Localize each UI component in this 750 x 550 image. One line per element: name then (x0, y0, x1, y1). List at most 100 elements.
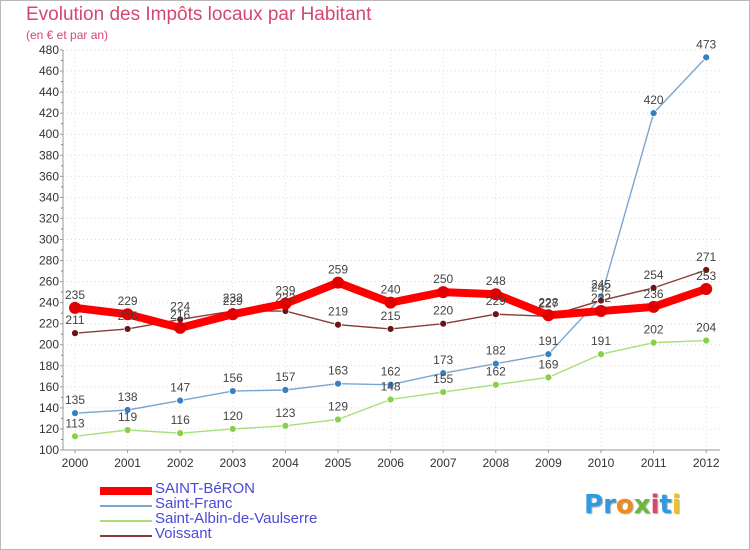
y-tick-label: 220 (39, 317, 59, 331)
y-tick-label: 200 (39, 338, 59, 352)
data-label: 147 (170, 381, 190, 395)
data-label: 240 (381, 283, 401, 297)
data-label: 232 (275, 291, 295, 305)
data-point (649, 109, 658, 118)
data-point (489, 288, 502, 301)
y-tick-label: 380 (39, 148, 59, 162)
y-tick-label: 240 (39, 296, 59, 310)
legend-label: Saint-Albin-de-Vaulserre (155, 510, 318, 527)
data-point (439, 388, 448, 397)
data-point (597, 350, 605, 359)
x-tick-label: 2002 (167, 456, 194, 470)
logo-letter: i (671, 490, 681, 520)
data-label: 239 (275, 284, 295, 298)
data-label: 420 (644, 93, 664, 107)
y-tick-label: 340 (39, 190, 59, 204)
data-point (491, 310, 500, 319)
data-point (123, 406, 132, 414)
logo-letter: x (633, 490, 651, 520)
data-label: 215 (381, 309, 401, 323)
logo-letter: o (615, 490, 634, 520)
data-point (281, 386, 290, 394)
data-label: 204 (696, 321, 716, 335)
data-point (71, 432, 79, 441)
y-tick-label: 100 (39, 443, 59, 457)
data-point (439, 369, 448, 378)
data-label: 259 (328, 263, 348, 277)
data-point (702, 266, 711, 274)
data-point (384, 296, 397, 309)
line-chart: 100 120 140 160 180 200 220 240 260 280 300 320 340 3… (39, 37, 720, 470)
x-tick-label: 2003 (219, 456, 246, 470)
data-point (281, 421, 290, 430)
data-point (491, 380, 500, 389)
data-label: 156 (223, 371, 243, 385)
data-label: 182 (486, 344, 506, 358)
y-tick-label: 300 (39, 232, 59, 246)
legend-label: Voissant (155, 525, 212, 542)
data-label: 227 (538, 296, 558, 310)
data-label: 236 (644, 287, 664, 301)
data-label: 148 (381, 379, 401, 393)
y-tick-label: 320 (39, 211, 59, 225)
y-tick-label: 180 (39, 359, 59, 373)
x-tick-label: 2006 (377, 456, 404, 470)
data-point (700, 282, 713, 295)
x-tick-label: 2008 (482, 456, 509, 470)
data-point (386, 325, 395, 333)
legend-swatch (100, 505, 152, 507)
data-label: 129 (328, 399, 348, 413)
data-point (649, 283, 658, 292)
data-point (332, 276, 344, 289)
data-label: 119 (118, 410, 137, 424)
x-tick-label: 2012 (693, 456, 720, 470)
y-tick-label: 420 (39, 106, 59, 120)
data-point (71, 409, 79, 418)
data-label: 219 (328, 305, 348, 319)
data-label: 232 (591, 291, 611, 305)
legend-label: SAINT-BéRON (155, 480, 256, 497)
chart-subtitle: (en € et par an) (26, 28, 109, 42)
data-label: 248 (486, 274, 506, 288)
y-tick-label: 440 (39, 85, 59, 99)
legend-swatch (100, 487, 152, 495)
data-point (386, 395, 395, 404)
logo-letter: P (584, 490, 604, 520)
data-label: 191 (538, 334, 558, 348)
data-point (69, 301, 81, 314)
data-point (279, 297, 292, 310)
data-point (123, 325, 132, 333)
y-tick-label: 460 (39, 64, 59, 78)
data-point (437, 286, 450, 299)
data-label: 271 (696, 250, 716, 264)
data-point (702, 53, 711, 62)
x-tick-label: 2007 (430, 456, 457, 470)
data-point (123, 426, 132, 434)
data-label: 211 (65, 313, 84, 327)
data-label: 191 (591, 334, 611, 348)
data-label: 173 (433, 353, 453, 367)
data-point (334, 415, 342, 424)
x-tick-label: 2000 (62, 456, 89, 470)
data-point (176, 429, 185, 438)
data-label: 473 (696, 37, 716, 51)
legend-swatch (100, 520, 152, 522)
data-point (595, 305, 607, 318)
data-label: 162 (486, 365, 506, 379)
y-tick-label: 480 (39, 43, 59, 57)
data-label: 169 (538, 357, 558, 371)
x-tick-label: 2005 (325, 456, 352, 470)
data-label: 163 (328, 364, 348, 378)
logo-letter: i (650, 490, 660, 520)
data-point (121, 308, 134, 321)
data-point (226, 308, 239, 321)
legend-label: Saint-Franc (155, 495, 233, 512)
data-point (334, 379, 342, 388)
y-tick-label: 280 (39, 254, 59, 268)
data-label: 202 (644, 323, 664, 337)
proxiti-logo: Proxiti (584, 490, 681, 520)
chart-title: Evolution des Impôts locaux par Habitant (26, 4, 372, 25)
y-tick-label: 400 (39, 127, 59, 141)
data-point (176, 396, 185, 405)
data-point (702, 336, 711, 345)
